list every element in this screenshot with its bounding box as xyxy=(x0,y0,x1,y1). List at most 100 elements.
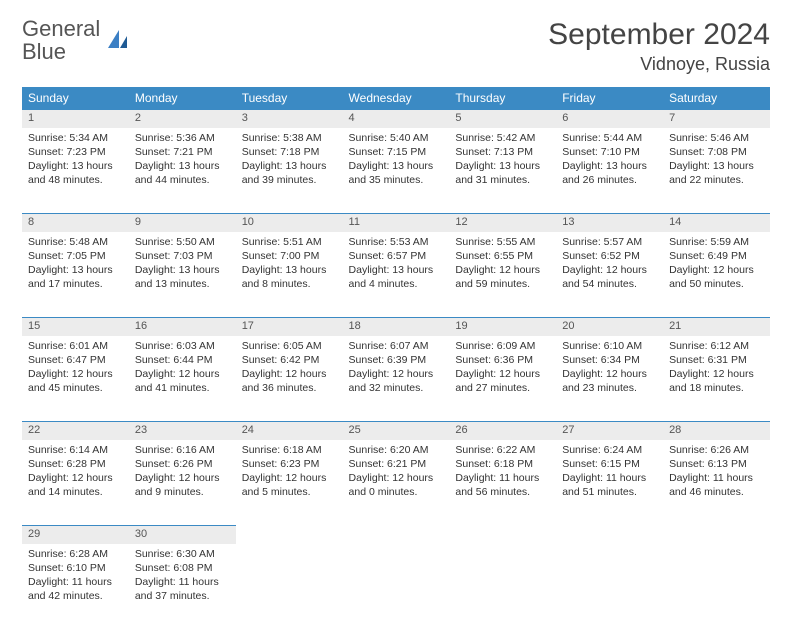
day-number xyxy=(556,526,663,544)
day-number: 12 xyxy=(449,214,556,232)
day-details: Sunrise: 5:42 AMSunset: 7:13 PMDaylight:… xyxy=(449,128,556,194)
weekday-header: Thursday xyxy=(449,87,556,110)
day-cell: Sunrise: 5:34 AMSunset: 7:23 PMDaylight:… xyxy=(22,128,129,214)
day-number: 25 xyxy=(343,422,450,440)
day-cell: Sunrise: 6:28 AMSunset: 6:10 PMDaylight:… xyxy=(22,544,129,630)
day-details: Sunrise: 6:12 AMSunset: 6:31 PMDaylight:… xyxy=(663,336,770,402)
day-cell: Sunrise: 5:38 AMSunset: 7:18 PMDaylight:… xyxy=(236,128,343,214)
day-number-row: 1234567 xyxy=(22,110,770,128)
day-cell: Sunrise: 5:40 AMSunset: 7:15 PMDaylight:… xyxy=(343,128,450,214)
day-number-row: 15161718192021 xyxy=(22,318,770,336)
day-number: 22 xyxy=(22,422,129,440)
day-details: Sunrise: 5:40 AMSunset: 7:15 PMDaylight:… xyxy=(343,128,450,194)
day-cell xyxy=(343,544,450,630)
day-details: Sunrise: 5:55 AMSunset: 6:55 PMDaylight:… xyxy=(449,232,556,298)
day-cell: Sunrise: 6:03 AMSunset: 6:44 PMDaylight:… xyxy=(129,336,236,422)
weekday-header: Monday xyxy=(129,87,236,110)
day-details: Sunrise: 6:28 AMSunset: 6:10 PMDaylight:… xyxy=(22,544,129,610)
day-details: Sunrise: 5:48 AMSunset: 7:05 PMDaylight:… xyxy=(22,232,129,298)
day-details: Sunrise: 6:07 AMSunset: 6:39 PMDaylight:… xyxy=(343,336,450,402)
day-cell xyxy=(449,544,556,630)
day-number: 7 xyxy=(663,110,770,128)
logo-text-gray: General xyxy=(22,16,100,41)
day-content-row: Sunrise: 5:34 AMSunset: 7:23 PMDaylight:… xyxy=(22,128,770,214)
day-cell: Sunrise: 5:53 AMSunset: 6:57 PMDaylight:… xyxy=(343,232,450,318)
logo: General Blue xyxy=(22,18,131,64)
day-cell: Sunrise: 5:46 AMSunset: 7:08 PMDaylight:… xyxy=(663,128,770,214)
day-details: Sunrise: 5:38 AMSunset: 7:18 PMDaylight:… xyxy=(236,128,343,194)
day-cell: Sunrise: 5:59 AMSunset: 6:49 PMDaylight:… xyxy=(663,232,770,318)
day-details: Sunrise: 6:05 AMSunset: 6:42 PMDaylight:… xyxy=(236,336,343,402)
day-number: 30 xyxy=(129,526,236,544)
weekday-header: Wednesday xyxy=(343,87,450,110)
day-number: 29 xyxy=(22,526,129,544)
location: Vidnoye, Russia xyxy=(548,54,770,75)
day-number: 6 xyxy=(556,110,663,128)
day-details: Sunrise: 5:59 AMSunset: 6:49 PMDaylight:… xyxy=(663,232,770,298)
day-details: Sunrise: 5:57 AMSunset: 6:52 PMDaylight:… xyxy=(556,232,663,298)
title-block: September 2024 Vidnoye, Russia xyxy=(548,18,770,75)
day-number: 8 xyxy=(22,214,129,232)
day-number xyxy=(663,526,770,544)
day-details: Sunrise: 6:01 AMSunset: 6:47 PMDaylight:… xyxy=(22,336,129,402)
day-details: Sunrise: 6:09 AMSunset: 6:36 PMDaylight:… xyxy=(449,336,556,402)
day-number-row: 22232425262728 xyxy=(22,422,770,440)
day-number: 17 xyxy=(236,318,343,336)
day-number: 18 xyxy=(343,318,450,336)
day-number: 20 xyxy=(556,318,663,336)
day-content-row: Sunrise: 5:48 AMSunset: 7:05 PMDaylight:… xyxy=(22,232,770,318)
logo-text-blue: Blue xyxy=(22,39,66,64)
day-cell: Sunrise: 6:16 AMSunset: 6:26 PMDaylight:… xyxy=(129,440,236,526)
day-details: Sunrise: 6:30 AMSunset: 6:08 PMDaylight:… xyxy=(129,544,236,610)
day-number: 15 xyxy=(22,318,129,336)
day-number: 16 xyxy=(129,318,236,336)
day-cell xyxy=(236,544,343,630)
day-cell: Sunrise: 6:30 AMSunset: 6:08 PMDaylight:… xyxy=(129,544,236,630)
day-cell: Sunrise: 5:44 AMSunset: 7:10 PMDaylight:… xyxy=(556,128,663,214)
day-number: 1 xyxy=(22,110,129,128)
day-number: 10 xyxy=(236,214,343,232)
day-cell: Sunrise: 6:24 AMSunset: 6:15 PMDaylight:… xyxy=(556,440,663,526)
month-title: September 2024 xyxy=(548,18,770,52)
day-cell: Sunrise: 5:42 AMSunset: 7:13 PMDaylight:… xyxy=(449,128,556,214)
day-number: 2 xyxy=(129,110,236,128)
day-number: 28 xyxy=(663,422,770,440)
day-content-row: Sunrise: 6:01 AMSunset: 6:47 PMDaylight:… xyxy=(22,336,770,422)
sail-icon xyxy=(105,26,131,57)
day-details: Sunrise: 5:51 AMSunset: 7:00 PMDaylight:… xyxy=(236,232,343,298)
day-number: 14 xyxy=(663,214,770,232)
day-details: Sunrise: 5:36 AMSunset: 7:21 PMDaylight:… xyxy=(129,128,236,194)
day-cell: Sunrise: 6:09 AMSunset: 6:36 PMDaylight:… xyxy=(449,336,556,422)
day-details: Sunrise: 6:10 AMSunset: 6:34 PMDaylight:… xyxy=(556,336,663,402)
day-details: Sunrise: 6:18 AMSunset: 6:23 PMDaylight:… xyxy=(236,440,343,506)
day-details: Sunrise: 6:22 AMSunset: 6:18 PMDaylight:… xyxy=(449,440,556,506)
day-cell xyxy=(556,544,663,630)
day-number: 23 xyxy=(129,422,236,440)
day-cell: Sunrise: 6:10 AMSunset: 6:34 PMDaylight:… xyxy=(556,336,663,422)
day-cell: Sunrise: 6:14 AMSunset: 6:28 PMDaylight:… xyxy=(22,440,129,526)
day-content-row: Sunrise: 6:14 AMSunset: 6:28 PMDaylight:… xyxy=(22,440,770,526)
weekday-header-row: Sunday Monday Tuesday Wednesday Thursday… xyxy=(22,87,770,110)
day-details: Sunrise: 5:44 AMSunset: 7:10 PMDaylight:… xyxy=(556,128,663,194)
weekday-header: Sunday xyxy=(22,87,129,110)
day-number xyxy=(236,526,343,544)
day-number: 26 xyxy=(449,422,556,440)
calendar-table: Sunday Monday Tuesday Wednesday Thursday… xyxy=(22,87,770,630)
day-number: 21 xyxy=(663,318,770,336)
day-cell: Sunrise: 5:57 AMSunset: 6:52 PMDaylight:… xyxy=(556,232,663,318)
day-details: Sunrise: 5:46 AMSunset: 7:08 PMDaylight:… xyxy=(663,128,770,194)
day-cell: Sunrise: 6:07 AMSunset: 6:39 PMDaylight:… xyxy=(343,336,450,422)
day-cell: Sunrise: 6:12 AMSunset: 6:31 PMDaylight:… xyxy=(663,336,770,422)
day-cell: Sunrise: 5:36 AMSunset: 7:21 PMDaylight:… xyxy=(129,128,236,214)
day-number xyxy=(449,526,556,544)
header: General Blue September 2024 Vidnoye, Rus… xyxy=(22,18,770,75)
day-cell: Sunrise: 5:51 AMSunset: 7:00 PMDaylight:… xyxy=(236,232,343,318)
day-details: Sunrise: 6:26 AMSunset: 6:13 PMDaylight:… xyxy=(663,440,770,506)
day-details: Sunrise: 6:16 AMSunset: 6:26 PMDaylight:… xyxy=(129,440,236,506)
day-cell: Sunrise: 5:50 AMSunset: 7:03 PMDaylight:… xyxy=(129,232,236,318)
day-number-row: 2930 xyxy=(22,526,770,544)
day-cell xyxy=(663,544,770,630)
weekday-header: Friday xyxy=(556,87,663,110)
day-content-row: Sunrise: 6:28 AMSunset: 6:10 PMDaylight:… xyxy=(22,544,770,630)
day-details: Sunrise: 5:53 AMSunset: 6:57 PMDaylight:… xyxy=(343,232,450,298)
